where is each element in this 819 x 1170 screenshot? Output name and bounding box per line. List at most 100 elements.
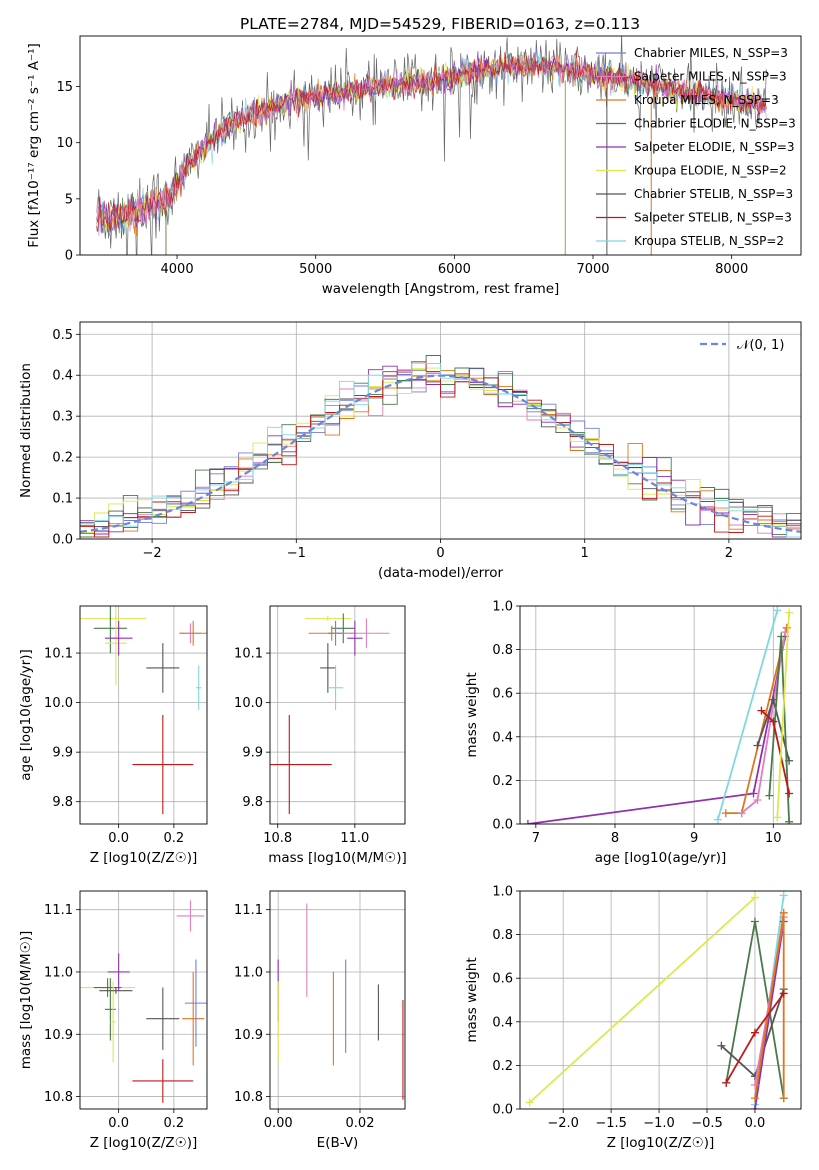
y-tick-label: 10.8 (44, 1090, 73, 1105)
y-tick-label: 0.8 (492, 643, 513, 658)
y-tick-label: 10 (56, 136, 73, 151)
y-tick-label: 10.1 (44, 647, 73, 662)
weight-point-marker (779, 908, 788, 917)
y-axis-label: mass weight (464, 672, 480, 757)
y-tick-label: 10.0 (44, 696, 73, 711)
plot-area (80, 900, 207, 1103)
weight-series-1 (717, 610, 779, 820)
x-axis-label: Z [log10(Z/Z☉)] (90, 1135, 198, 1151)
weight-point-marker (779, 989, 788, 998)
weight-point-marker (777, 632, 786, 641)
y-tick-label: 11.1 (44, 903, 73, 918)
legend-label: Salpeter STELIB, N_SSP=3 (634, 211, 792, 225)
y-tick-label: 1.0 (492, 885, 513, 900)
x-tick-label: 9 (690, 831, 698, 846)
y-tick-label: 0.5 (52, 328, 73, 343)
weight-series-2 (725, 627, 788, 814)
panel-age-vs-mass: 10.8 11.0 9.8 9.9 10.0 10.1 mass [log10(M/M☉)] (234, 605, 407, 866)
panel-mass-vs-Z: 0.0 0.2 10.8 10.9 11.0 11.1 Z [log10(Z/Z☉)] mas… (18, 890, 208, 1151)
y-tick-label: 5 (65, 192, 73, 207)
spectrum-series-1 (96, 52, 767, 236)
axes-frame (79, 890, 208, 1110)
y-tick-label: 11.0 (44, 965, 73, 980)
x-tick-label: 11.0 (340, 831, 369, 846)
legend-label: Salpeter MILES, N_SSP=3 (634, 70, 787, 84)
weight-point-marker (737, 809, 746, 818)
x-tick-label: 1 (581, 546, 589, 561)
y-tick-label: 0.4 (52, 369, 73, 384)
x-axis-label: wavelength [Angstrom, rest frame] (322, 281, 560, 297)
axes-frame (269, 890, 406, 1110)
axes-frame (79, 605, 208, 825)
x-tick-label: 0.2 (164, 831, 185, 846)
y-tick-label: 0.3 (52, 410, 73, 425)
legend-label: Chabrier MILES, N_SSP=3 (634, 46, 788, 60)
weight-point-marker (750, 1028, 759, 1037)
y-axis-label: Normed distribution (18, 363, 34, 498)
y-axis-label: mass [log10(M/M☉)] (18, 931, 34, 1070)
plot-area (525, 891, 788, 1109)
weight-point-marker (750, 1094, 759, 1103)
weight-point-marker (753, 796, 762, 805)
plot-area (270, 613, 390, 815)
panel-residuals: −2 −1 0 1 2 0.0 0.1 0.2 0.3 0.4 0.5 (data-model)/er… (18, 321, 802, 581)
weight-point-marker (782, 623, 791, 632)
weight-point-marker (757, 706, 766, 715)
legend-label: Chabrier STELIB, N_SSP=3 (634, 187, 793, 201)
x-tick-label: 10 (765, 831, 782, 846)
x-tick-label: −1.0 (643, 1116, 675, 1131)
x-tick-label: −0.5 (691, 1116, 723, 1131)
y-tick-label: 0.6 (492, 972, 513, 987)
axes-frame (79, 321, 802, 540)
weight-point-marker (753, 741, 762, 750)
panel-mass-weight-vs-age: 7 8 9 10 0.0 0.2 0.4 0.6 0.8 1.0 age [log10(age/yr… (464, 600, 802, 866)
y-tick-label: 0.0 (492, 1103, 513, 1118)
y-tick-label: 0.1 (52, 492, 73, 507)
weight-point-marker (750, 1105, 759, 1109)
weight-point-marker (779, 1094, 788, 1103)
plot-area (80, 606, 207, 815)
y-tick-label: 10.9 (44, 1028, 73, 1043)
weight-point-marker (713, 815, 722, 824)
x-tick-label: 0.0 (108, 1116, 129, 1131)
plot-area (277, 903, 404, 1100)
weight-point-marker (785, 817, 794, 824)
weight-point-marker (717, 1041, 726, 1050)
x-tick-label: −2.0 (547, 1116, 579, 1131)
x-tick-label: 0 (436, 546, 444, 561)
legend-label: Kroupa ELODIE, N_SSP=2 (634, 164, 787, 178)
weight-point-marker (779, 891, 788, 900)
weight-series-7 (776, 612, 790, 818)
x-axis-label: Z [log10(Z/Z☉)] (607, 1135, 715, 1151)
y-axis-label: age [log10(age/yr)] (18, 649, 34, 781)
x-axis-label: (data-model)/error (378, 565, 504, 581)
x-tick-label: 8 (611, 831, 619, 846)
spectrum-series-6 (96, 36, 767, 255)
weight-point-marker (722, 1078, 731, 1087)
y-tick-label: 0 (65, 249, 73, 264)
x-tick-label: 2 (725, 546, 733, 561)
weight-point-marker (749, 789, 758, 798)
weight-point-marker (525, 1098, 534, 1107)
x-tick-label: 4000 (161, 262, 194, 277)
y-tick-label: 10.0 (234, 696, 263, 711)
weight-point-marker (721, 809, 730, 818)
y-tick-label: 11.1 (234, 903, 263, 918)
y-tick-label: 9.9 (242, 746, 263, 761)
x-axis-label: age [log10(age/yr)] (595, 850, 727, 866)
x-tick-label: 8000 (715, 262, 748, 277)
x-tick-label: −2 (143, 546, 162, 561)
y-tick-label: 9.8 (242, 795, 263, 810)
weight-point-marker (750, 917, 759, 926)
figure-title: PLATE=2784, MJD=54529, FIBERID=0163, z=0… (240, 15, 640, 33)
x-tick-label: 10.8 (263, 831, 292, 846)
plot-area (523, 606, 794, 824)
residual-histogram-3 (80, 355, 801, 539)
weight-point-marker (785, 608, 794, 617)
x-tick-label: 7 (532, 831, 540, 846)
weight-series-0 (528, 896, 756, 1104)
x-tick-label: 0.02 (346, 1116, 375, 1131)
y-tick-label: 0.0 (492, 818, 513, 833)
